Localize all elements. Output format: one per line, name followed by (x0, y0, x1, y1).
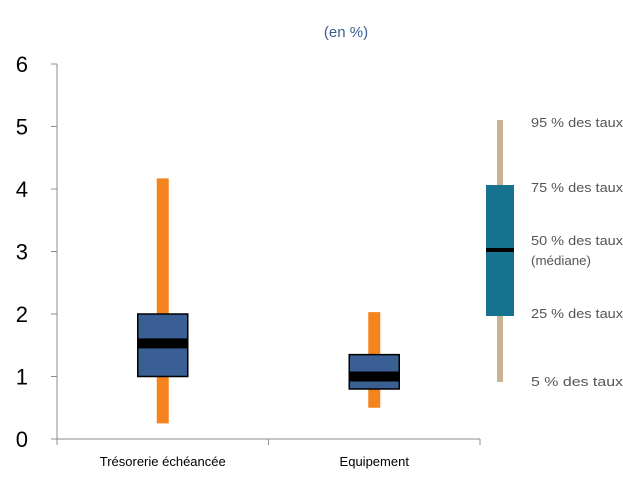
y-tick-label: 4 (16, 177, 28, 202)
median-bar (137, 338, 188, 349)
legend: 95 % des taux 75 % des taux 50 % des taux (… (486, 115, 623, 389)
x-tick-label: Equipement (340, 454, 410, 469)
legend-label: 5 % des taux (531, 374, 623, 389)
legend-label: 50 % des taux (531, 233, 623, 248)
y-tick-label: 3 (16, 240, 28, 265)
box-group (137, 178, 189, 424)
x-tick-label: Trésorerie échéancée (100, 454, 226, 469)
chart-subtitle: (en %) (324, 24, 368, 41)
median-bar (349, 371, 400, 382)
legend-median (486, 248, 514, 252)
y-tick-label: 1 (16, 365, 28, 390)
y-tick-label: 0 (16, 427, 28, 452)
y-tick-label: 5 (16, 115, 28, 140)
legend-label: 75 % des taux (531, 180, 623, 195)
plot-marks (137, 178, 400, 424)
axes: 0 1 2 3 4 5 6 Trésorerie échéancée Equipement (16, 52, 481, 469)
legend-label: 25 % des taux (531, 306, 623, 321)
legend-label: 95 % des taux (531, 115, 623, 130)
y-tick-label: 6 (16, 52, 28, 77)
box-group (348, 312, 400, 408)
whisker (156, 178, 169, 424)
legend-label: (médiane) (531, 253, 591, 268)
y-tick-label: 2 (16, 302, 28, 327)
